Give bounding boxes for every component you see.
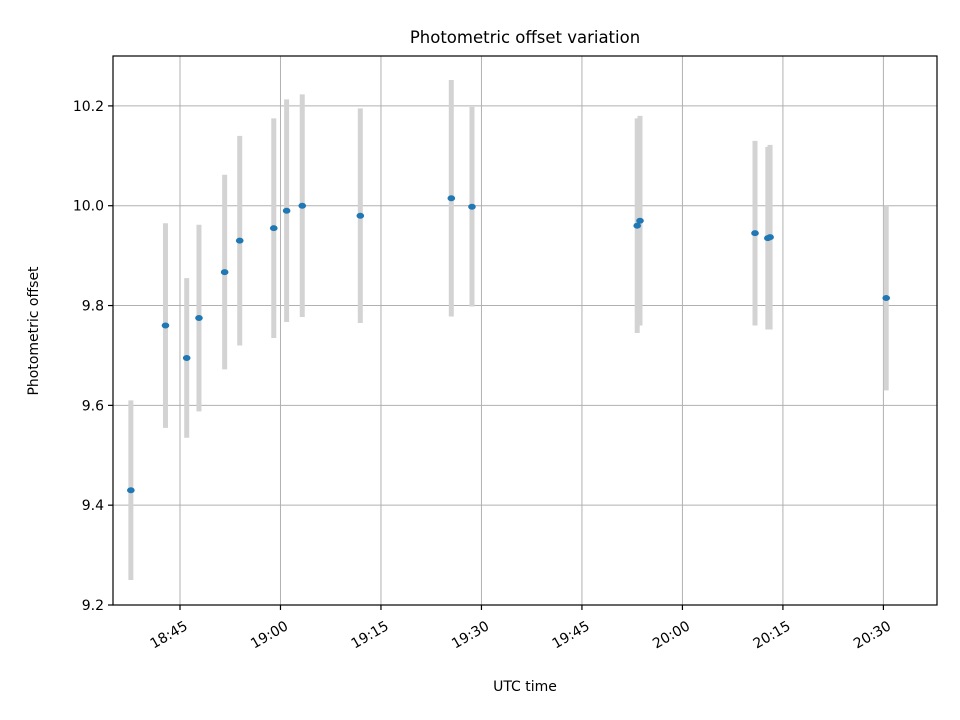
y-tick-label: 9.2	[82, 598, 104, 614]
data-point	[161, 322, 170, 329]
data-point	[235, 237, 244, 244]
data-point	[766, 234, 774, 241]
y-tick-label: 9.8	[82, 299, 104, 315]
y-axis-ticks: 9.2 9.4 9.6 9.8 10.0 10.2	[73, 99, 113, 614]
data-point	[269, 225, 278, 232]
y-axis-label: Photometric offset	[26, 266, 42, 396]
data-point	[882, 295, 890, 302]
grid	[113, 56, 937, 606]
x-axis-label: UTC time	[493, 679, 557, 695]
data-point	[220, 269, 229, 276]
y-tick-label: 10.0	[73, 199, 104, 215]
y-tick-label: 10.2	[73, 99, 104, 115]
data-point	[636, 217, 644, 224]
data-point	[751, 230, 759, 237]
data-point	[127, 487, 135, 494]
data-point	[195, 315, 203, 322]
data-point	[468, 203, 476, 210]
data-point	[633, 222, 642, 229]
data-point	[447, 195, 456, 202]
data-point	[356, 212, 365, 219]
data-point	[182, 354, 191, 361]
data-points	[127, 195, 890, 494]
chart-title: Photometric offset variation	[410, 28, 640, 47]
data-point	[298, 202, 307, 209]
y-tick-label: 9.4	[82, 498, 104, 514]
data-point	[282, 207, 291, 214]
y-tick-label: 9.6	[82, 398, 104, 414]
plot-frame	[112, 55, 938, 606]
